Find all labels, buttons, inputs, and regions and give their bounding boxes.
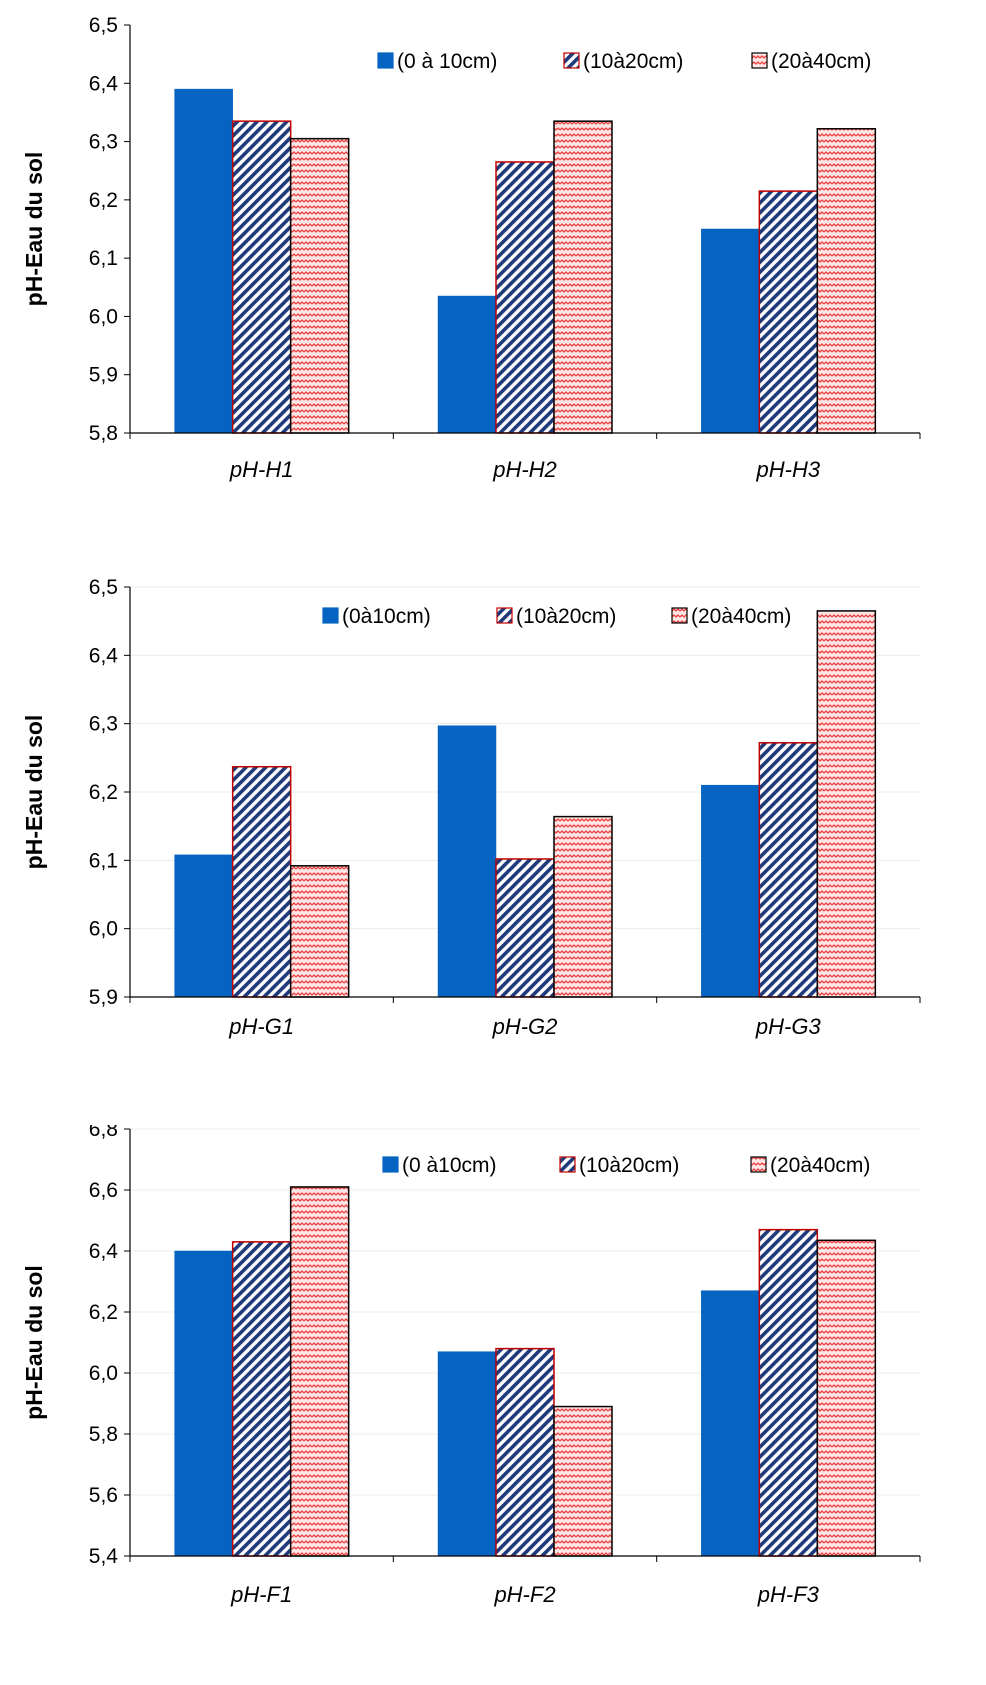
bar-pH-F1-series-1 [174,1250,233,1557]
bar-pH-H2-series-3 [553,120,613,434]
y-axis-title: pH-Eau du sol [21,715,47,870]
y-tick-label: 5,8 [89,1423,118,1446]
chart-panel-1: 5,8 5,9 6,0 6,1 6,2 6,3 6,4 6,5 pH-H1 pH-H2 pH-H3 p… [0,0,986,560]
legend-swatch [559,1156,576,1173]
chart-2-svg: 5,9 6,0 6,1 6,2 6,3 6,4 6,5 pH-G1 pH-G2 pH-G3 pH-E… [21,576,921,1039]
category-label: pH-G2 [492,1014,558,1039]
category-label: pH-F2 [493,1582,555,1607]
legend-label: (10à20cm) [583,50,683,73]
legend-label: (10à20cm) [516,605,616,628]
chart-panel-3: 5,4 5,6 5,8 6,0 6,2 6,4 6,6 6,8 pH-F1 pH-F2 pH-F3 p… [0,1125,986,1685]
bar-pH-G3-series-1 [701,784,760,998]
y-tick-label: 6,1 [89,247,118,270]
chart-1-svg: 5,8 5,9 6,0 6,1 6,2 6,3 6,4 6,5 pH-H1 pH-H2 pH-H3 p… [21,14,921,482]
legend-swatch [322,607,339,624]
bar-pH-G1-series-1 [174,854,233,998]
bar-pH-F2-series-3 [553,1405,613,1557]
y-tick-label: 6,0 [89,1362,118,1385]
y-tick-label: 5,9 [89,364,118,387]
y-tick-label: 6,6 [89,1179,118,1202]
y-tick-label: 6,2 [89,1301,118,1324]
bar-pH-H1-series-3 [289,137,350,434]
legend-swatch [751,52,768,69]
legend-swatch [382,1156,399,1173]
bar-pH-G2-series-2 [495,858,555,998]
bar-pH-H3-series-3 [816,127,877,434]
legend-label: (0 à 10cm) [397,50,497,73]
y-tick-label: 6,2 [89,189,118,212]
y-tick-label: 5,8 [89,422,118,445]
category-label: pH-H3 [756,457,821,482]
chart-panel-2: 5,9 6,0 6,1 6,2 6,3 6,4 6,5 pH-G1 pH-G2 pH-G3 pH-E… [0,565,986,1125]
y-tick-label: 6,5 [89,14,118,37]
chart-3-svg: 5,4 5,6 5,8 6,0 6,2 6,4 6,6 6,8 pH-F1 pH-F2 pH-F3 p… [21,1125,921,1607]
bar-pH-H2-series-2 [495,161,555,434]
legend-label: (10à20cm) [579,1154,679,1177]
y-tick-label: 6,0 [89,918,118,941]
bar-pH-F1-series-3 [289,1186,350,1557]
bar-pH-G2-series-1 [437,725,497,998]
bar-pH-G1-series-3 [289,865,350,998]
legend-label: (20à40cm) [770,1154,870,1177]
legend-swatch [671,607,688,624]
bar-pH-F3-series-2 [758,1228,819,1557]
legend-swatch [563,52,580,69]
y-tick-label: 5,9 [89,986,118,1009]
bar-pH-G2-series-3 [553,815,613,998]
legend-label: (0 à10cm) [402,1154,497,1177]
category-label: pH-H1 [229,457,294,482]
y-tick-label: 6,3 [89,713,118,736]
bar-pH-H3-series-2 [758,190,819,434]
legend-label: (20à40cm) [691,605,791,628]
bar-pH-G1-series-2 [231,765,292,998]
bar-pH-F3-series-1 [701,1290,760,1557]
legend-swatch [377,52,394,69]
y-tick-label: 5,4 [89,1545,119,1568]
legend-swatch [750,1156,767,1173]
category-label: pH-F1 [230,1582,292,1607]
bar-pH-G3-series-2 [758,742,819,998]
category-label: pH-G3 [755,1014,822,1039]
bar-pH-F3-series-3 [816,1239,877,1557]
bar-pH-F2-series-2 [495,1347,555,1557]
bar-pH-H3-series-1 [701,228,760,434]
y-tick-label: 6,1 [89,849,118,872]
y-tick-label: 6,4 [89,1240,119,1263]
y-tick-label: 6,4 [89,72,119,95]
category-label: pH-H2 [492,457,557,482]
legend-label: (20à40cm) [771,50,871,73]
y-tick-label: 6,4 [89,644,119,667]
bar-pH-G3-series-3 [816,610,877,998]
y-axis-title: pH-Eau du sol [21,152,47,307]
legend-label: (0à10cm) [342,605,431,628]
y-tick-label: 6,5 [89,576,118,599]
y-tick-label: 6,0 [89,305,118,328]
bar-pH-H2-series-1 [437,295,497,434]
y-tick-label: 6,3 [89,131,118,154]
y-tick-label: 6,8 [89,1125,118,1141]
category-label: pH-G1 [228,1014,294,1039]
y-axis-title: pH-Eau du sol [21,1265,47,1420]
category-label: pH-F3 [757,1582,820,1607]
bar-pH-H1-series-2 [231,120,292,434]
bar-pH-F1-series-2 [231,1241,292,1557]
bar-pH-F2-series-1 [437,1351,497,1557]
bar-pH-H1-series-1 [174,88,233,434]
y-tick-label: 5,6 [89,1484,118,1507]
legend-swatch [496,607,513,624]
y-tick-label: 6,2 [89,781,118,804]
